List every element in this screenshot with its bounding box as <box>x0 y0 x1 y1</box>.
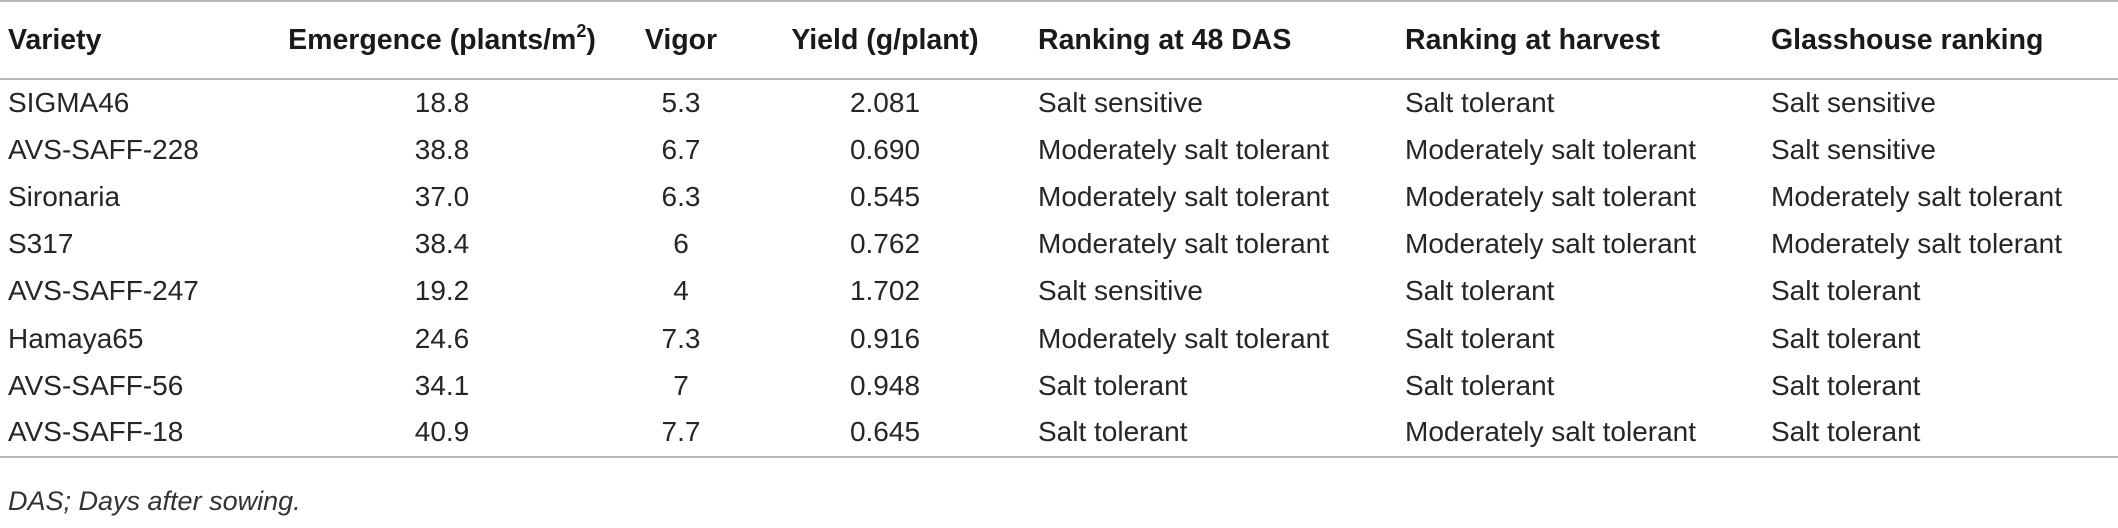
cell-ranking-harvest: Moderately salt tolerant <box>1405 133 1697 165</box>
header-glasshouse-ranking: Glasshouse ranking <box>1771 23 2044 56</box>
cell-vigor: 7.3 <box>661 322 701 354</box>
cell-vigor: 4 <box>673 275 689 307</box>
table-body: SIGMA46 18.8 5.3 2.081 Salt sensitive Sa… <box>0 79 2118 457</box>
header-emergence-superscript: 2 <box>576 20 587 41</box>
cell-glasshouse-ranking: Salt tolerant <box>1771 275 1921 307</box>
header-ranking-48-das: Ranking at 48 DAS <box>1038 23 1292 56</box>
cell-ranking-harvest: Moderately salt tolerant <box>1405 416 1697 448</box>
cell-yield: 0.916 <box>849 322 921 354</box>
cell-emergence: 38.8 <box>414 133 470 165</box>
table-row: SIGMA46 18.8 5.3 2.081 Salt sensitive Sa… <box>0 79 2118 126</box>
cell-glasshouse-ranking: Salt tolerant <box>1771 322 1921 354</box>
header-ranking-harvest: Ranking at harvest <box>1405 23 1660 56</box>
table-row: Sironaria 37.0 6.3 0.545 Moderately salt… <box>0 173 2118 220</box>
table-row: AVS-SAFF-247 19.2 4 1.702 Salt sensitive… <box>0 268 2118 315</box>
cell-ranking-48-das: Salt tolerant <box>1038 416 1188 448</box>
cell-vigor: 6.3 <box>661 180 701 212</box>
variety-table: Variety Emergence (plants/m2) Vigor Yiel… <box>0 1 2118 457</box>
cell-vigor: 5.3 <box>661 87 701 119</box>
cell-variety: Sironaria <box>8 180 121 212</box>
cell-variety: AVS-SAFF-18 <box>8 416 184 448</box>
cell-glasshouse-ranking: Salt tolerant <box>1771 369 1921 401</box>
cell-ranking-harvest: Moderately salt tolerant <box>1405 228 1697 260</box>
cell-yield: 0.545 <box>849 180 921 212</box>
cell-variety: AVS-SAFF-56 <box>8 369 184 401</box>
cell-ranking-48-das: Salt sensitive <box>1038 275 1203 307</box>
cell-emergence: 38.4 <box>414 228 470 260</box>
cell-glasshouse-ranking: Salt sensitive <box>1771 133 1936 165</box>
table-row: Hamaya65 24.6 7.3 0.916 Moderately salt … <box>0 315 2118 362</box>
cell-yield: 2.081 <box>849 87 921 119</box>
table-header: Variety Emergence (plants/m2) Vigor Yiel… <box>0 1 2118 79</box>
cell-emergence: 19.2 <box>414 275 470 307</box>
cell-emergence: 18.8 <box>414 87 470 119</box>
header-emergence-close: ) <box>586 23 596 56</box>
header-vigor: Vigor <box>644 23 718 56</box>
cell-glasshouse-ranking: Moderately salt tolerant <box>1771 180 2063 212</box>
cell-emergence: 40.9 <box>414 416 470 448</box>
table-row: AVS-SAFF-228 38.8 6.7 0.690 Moderately s… <box>0 126 2118 173</box>
cell-ranking-48-das: Moderately salt tolerant <box>1038 322 1330 354</box>
cell-ranking-harvest: Moderately salt tolerant <box>1405 180 1697 212</box>
cell-glasshouse-ranking: Moderately salt tolerant <box>1771 228 2063 260</box>
cell-yield: 0.645 <box>849 416 921 448</box>
cell-variety: AVS-SAFF-228 <box>8 133 199 165</box>
cell-yield: 1.702 <box>849 275 921 307</box>
table-row: S317 38.4 6 0.762 Moderately salt tolera… <box>0 221 2118 268</box>
cell-variety: SIGMA46 <box>8 87 130 119</box>
header-emergence: Emergence (plants/m2) <box>262 1 622 79</box>
cell-ranking-48-das: Salt sensitive <box>1038 87 1203 119</box>
cell-variety: S317 <box>8 228 74 260</box>
cell-emergence: 37.0 <box>414 180 470 212</box>
header-row: Variety Emergence (plants/m2) Vigor Yiel… <box>0 1 2118 79</box>
cell-ranking-harvest: Salt tolerant <box>1405 369 1555 401</box>
cell-ranking-48-das: Moderately salt tolerant <box>1038 180 1330 212</box>
cell-ranking-48-das: Salt tolerant <box>1038 369 1188 401</box>
table-footnote: DAS; Days after sowing. <box>8 486 301 516</box>
data-table-container: Variety Emergence (plants/m2) Vigor Yiel… <box>0 1 2118 457</box>
header-yield: Yield (g/plant) <box>791 23 979 56</box>
cell-ranking-harvest: Salt tolerant <box>1405 275 1555 307</box>
cell-variety: Hamaya65 <box>8 322 144 354</box>
cell-ranking-48-das: Moderately salt tolerant <box>1038 228 1330 260</box>
header-emergence-text: Emergence (plants/m <box>288 23 577 56</box>
header-variety: Variety <box>8 23 102 56</box>
cell-yield: 0.762 <box>849 228 921 260</box>
cell-ranking-48-das: Moderately salt tolerant <box>1038 133 1330 165</box>
cell-variety: AVS-SAFF-247 <box>8 275 199 307</box>
cell-emergence: 34.1 <box>414 369 470 401</box>
cell-glasshouse-ranking: Salt tolerant <box>1771 416 1921 448</box>
cell-vigor: 7.7 <box>661 416 701 448</box>
cell-vigor: 7 <box>673 369 689 401</box>
cell-vigor: 6.7 <box>661 133 701 165</box>
cell-yield: 0.690 <box>849 133 921 165</box>
cell-ranking-harvest: Salt tolerant <box>1405 322 1555 354</box>
cell-vigor: 6 <box>673 228 689 260</box>
cell-glasshouse-ranking: Salt sensitive <box>1771 87 1936 119</box>
cell-emergence: 24.6 <box>414 322 470 354</box>
table-row: AVS-SAFF-18 40.9 7.7 0.645 Salt tolerant… <box>0 409 2118 457</box>
table-row: AVS-SAFF-56 34.1 7 0.948 Salt tolerant S… <box>0 362 2118 409</box>
cell-ranking-harvest: Salt tolerant <box>1405 87 1555 119</box>
cell-yield: 0.948 <box>849 369 921 401</box>
